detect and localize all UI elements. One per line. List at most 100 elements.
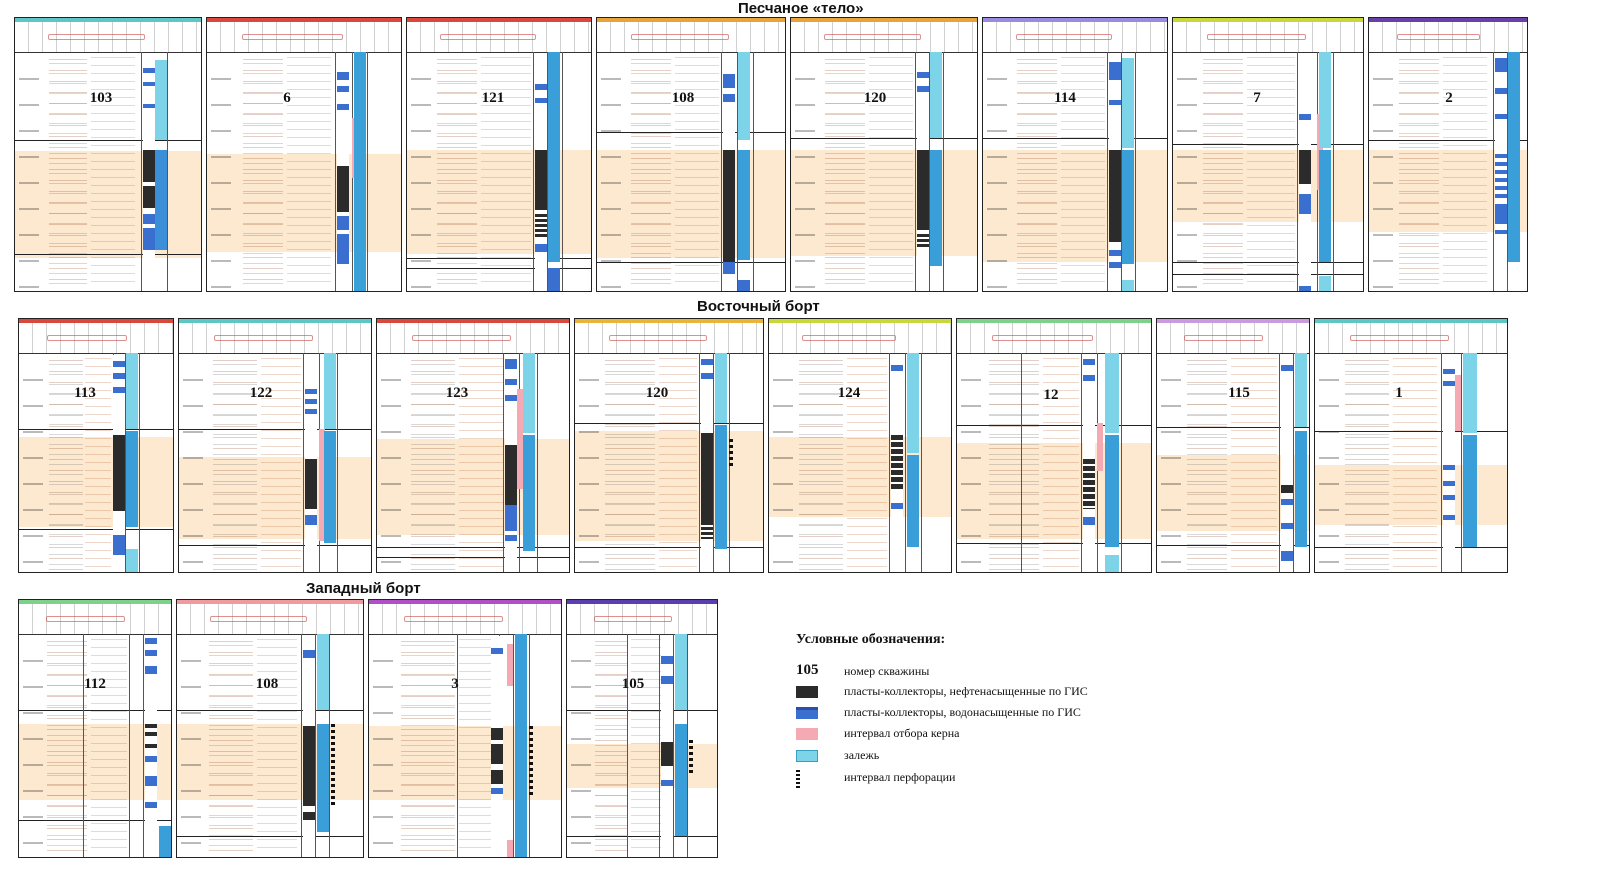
water-layer <box>1299 194 1311 214</box>
water-layer <box>505 379 517 385</box>
log-header <box>177 604 363 635</box>
log-curve <box>1043 355 1079 570</box>
water-layer <box>1495 230 1507 234</box>
depth-scale <box>1373 54 1393 289</box>
core-interval <box>517 389 523 489</box>
correlation-line <box>983 138 1167 139</box>
panel-top-bar <box>19 319 173 323</box>
legend-sample-number: 105 <box>796 662 819 678</box>
track-divider <box>457 634 458 857</box>
water-layer <box>505 359 517 369</box>
oil-layer <box>723 150 735 262</box>
oil-layer <box>305 459 317 509</box>
track-divider <box>547 52 548 291</box>
pool-interval <box>738 280 750 291</box>
log-curve <box>401 636 455 855</box>
lithology-column <box>303 636 315 857</box>
depth-scale <box>381 355 401 570</box>
pool-interval <box>1105 353 1119 433</box>
water-layer <box>1109 100 1121 105</box>
well-number: 114 <box>1054 90 1076 106</box>
log-curve <box>85 355 111 570</box>
water-layer <box>143 68 155 73</box>
panel-top-bar <box>1173 18 1363 22</box>
oil-layer <box>701 527 713 539</box>
track-divider <box>699 353 700 572</box>
correlation-line <box>377 547 569 548</box>
depth-scale <box>795 54 815 289</box>
water-layer <box>701 373 713 379</box>
log-header <box>207 22 401 53</box>
track-divider <box>329 634 330 857</box>
depth-scale <box>773 355 793 570</box>
log-curve <box>659 355 697 570</box>
track-divider <box>562 52 563 291</box>
log-curve <box>1345 355 1389 570</box>
well-log-panel: 113 <box>18 318 174 573</box>
lithology-column <box>491 636 503 857</box>
pool-interval <box>930 52 942 138</box>
water-layer <box>145 666 157 674</box>
log-curve <box>1247 54 1295 289</box>
lithology-column <box>723 54 735 291</box>
water-layer <box>1083 517 1095 525</box>
core-interval <box>507 644 513 686</box>
track-divider <box>1461 353 1462 572</box>
well-log-panel: 120 <box>790 17 978 292</box>
correlation-line <box>1157 545 1309 546</box>
track-divider <box>367 52 368 291</box>
log-curve <box>257 636 297 855</box>
well-number: 105 <box>621 676 645 692</box>
pool-interval <box>324 431 336 543</box>
track-divider <box>915 52 916 291</box>
lithology-column <box>1443 355 1455 572</box>
section-title-west-flank: Западный борт <box>306 580 421 597</box>
pool-interval <box>1319 150 1331 262</box>
oil-layer <box>1109 150 1121 242</box>
water-layer <box>505 395 517 401</box>
oil-layer <box>1281 485 1293 493</box>
pool-interval <box>1105 435 1119 547</box>
log-curve <box>1393 355 1437 570</box>
perforation-interval <box>729 439 733 469</box>
pool-interval <box>715 353 727 423</box>
oil-layer <box>917 234 929 248</box>
log-curve <box>459 355 503 570</box>
well-log-panel: 114 <box>982 17 1168 292</box>
correlation-line <box>19 429 173 430</box>
lithology-column <box>143 54 155 291</box>
oil-layer <box>1299 150 1311 184</box>
panel-top-bar <box>377 319 569 323</box>
track-divider <box>337 353 338 572</box>
track-divider <box>753 52 754 291</box>
panel-top-bar <box>1315 319 1507 323</box>
water-layer <box>145 650 157 656</box>
panel-top-bar <box>407 18 591 22</box>
correlation-line <box>1173 274 1363 275</box>
correlation-line <box>177 710 363 711</box>
sand-body-band <box>179 457 371 539</box>
oil-layer <box>143 186 155 208</box>
pool-interval <box>1122 280 1134 291</box>
track-divider <box>139 353 140 572</box>
track-divider <box>713 353 714 572</box>
panel-top-bar <box>1369 18 1527 22</box>
water-layer <box>1495 114 1507 119</box>
lithology-column <box>701 355 713 572</box>
correlation-line <box>597 262 785 263</box>
pool-interval <box>354 52 366 291</box>
log-curve <box>287 54 331 289</box>
oil-layer <box>303 726 315 806</box>
sand-body-band <box>769 437 951 517</box>
well-log-panel: 112 <box>18 599 172 858</box>
track-divider <box>889 353 890 572</box>
well-number: 1 <box>1395 385 1403 401</box>
well-log-panel: 122 <box>178 318 372 573</box>
water-layer <box>113 373 125 379</box>
correlation-line <box>1315 547 1507 548</box>
water-layer <box>1443 465 1455 470</box>
track-divider <box>167 52 168 291</box>
water-layer <box>305 515 317 525</box>
correlation-line <box>377 557 569 558</box>
water-layer <box>535 244 547 252</box>
